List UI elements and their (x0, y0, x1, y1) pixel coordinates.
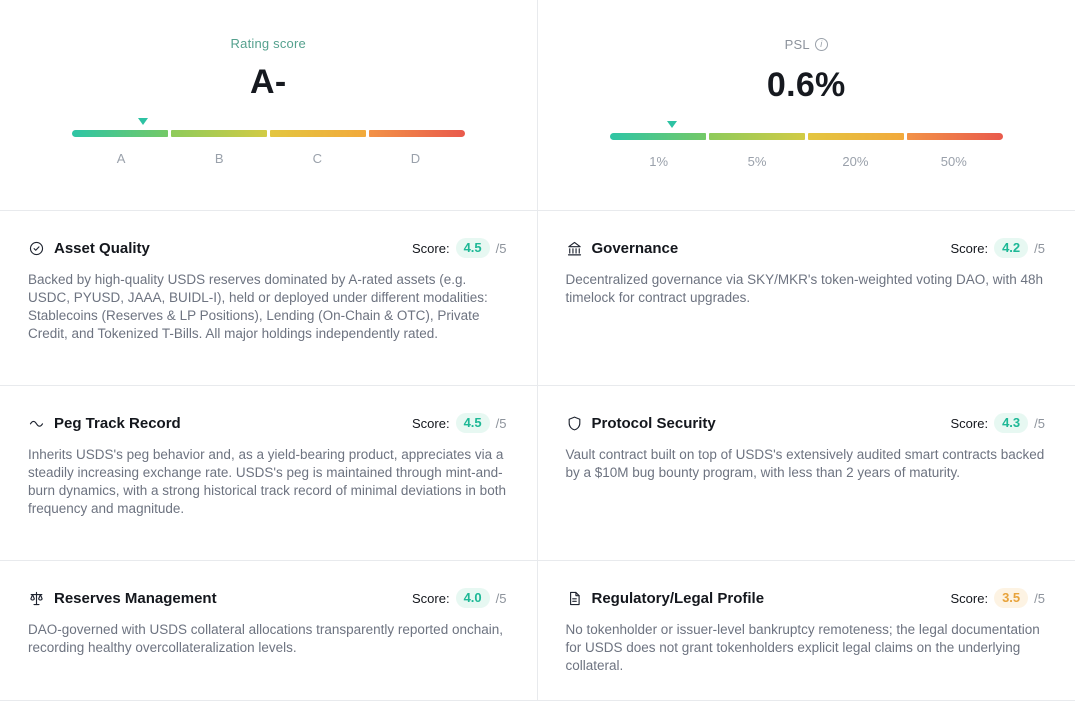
card-title-wrap: Peg Track Record (28, 415, 181, 432)
card-title: Reserves Management (54, 589, 217, 607)
card-peg-track-record: Peg Track Record Score: 4.5 /5 Inherits … (0, 385, 538, 560)
card-head: Governance Score: 4.2 /5 (566, 238, 1045, 258)
info-icon[interactable]: i (814, 38, 828, 51)
psl-gauge: PSL i 0.6% 1% 5% 20% 50% (538, 0, 1075, 210)
score-max: /5 (1034, 240, 1045, 256)
card-description: Inherits USDS's peg behavior and, as a y… (28, 447, 506, 516)
card-description: No tokenholder or issuer-level bankruptc… (565, 622, 1040, 673)
card-title: Asset Quality (54, 239, 150, 257)
score-max: /5 (1034, 415, 1045, 431)
card-title-wrap: Reserves Management (28, 590, 217, 607)
card-title: Peg Track Record (54, 414, 181, 432)
shield-icon (566, 415, 583, 432)
tick-label: C (312, 151, 322, 166)
score-row: Score: 4.2 /5 (950, 238, 1045, 258)
score-label: Score: (412, 240, 450, 256)
rating-gradient-bar (72, 130, 465, 137)
score-max: /5 (495, 415, 507, 431)
score-max: /5 (495, 590, 507, 606)
card-reserves-management: Reserves Management Score: 4.0 /5 DAO-go… (0, 560, 538, 700)
tick-label: A (116, 151, 126, 166)
score-label: Score: (950, 415, 989, 431)
gauges-section: Rating score A- A B C D P (0, 0, 1075, 210)
card-title-wrap: Regulatory/Legal Profile (566, 589, 765, 607)
score-row: Score: 4.5 /5 (412, 413, 507, 433)
tick-label: B (214, 151, 224, 166)
rating-gauge-bar-zone: A B C D (72, 118, 465, 166)
score-row: Score: 4.3 /5 (950, 413, 1045, 433)
gauge-segment (368, 130, 465, 137)
card-regulatory-legal-profile: Regulatory/Legal Profile Score: 3.5 /5 N… (537, 560, 1075, 700)
tick-label: 1% (649, 154, 669, 169)
score-value-badge: 4.5 (455, 413, 490, 433)
gauge-segment (170, 130, 267, 137)
score-max: /5 (1034, 590, 1045, 606)
card-title: Protocol Security (591, 414, 716, 432)
score-value-badge: 4.2 (994, 238, 1029, 258)
score-max: /5 (495, 240, 507, 256)
card-title: Governance (591, 239, 679, 257)
gauge-segment (906, 133, 1003, 140)
card-head: Asset Quality Score: 4.5 /5 (28, 238, 507, 258)
psl-label: PSL (784, 37, 810, 52)
gauge-segment (72, 130, 168, 137)
tick-label: 20% (842, 154, 869, 169)
scale-icon (28, 590, 45, 607)
criteria-cards: Asset Quality Score: 4.5 /5 Backed by hi… (0, 210, 1075, 701)
score-label: Score: (412, 590, 450, 606)
tick-label: 50% (940, 154, 967, 169)
card-description: DAO-governed with USDS collateral alloca… (28, 622, 503, 655)
rating-score-label: Rating score (230, 36, 306, 51)
score-label: Score: (950, 240, 989, 256)
score-label: Score: (412, 415, 450, 431)
card-head: Peg Track Record Score: 4.5 /5 (28, 413, 507, 433)
score-value-badge: 3.5 (994, 588, 1029, 608)
psl-gauge-ticks: 1% 5% 20% 50% (610, 154, 1004, 169)
peg-wave-icon (28, 415, 45, 432)
card-title-wrap: Asset Quality (28, 240, 150, 257)
asset-quality-icon (28, 240, 45, 257)
score-label: Score: (950, 590, 989, 606)
card-governance: Governance Score: 4.2 /5 Decentralized g… (537, 210, 1075, 385)
card-description: Decentralized governance via SKY/MKR's t… (565, 272, 1044, 305)
score-row: Score: 4.5 /5 (412, 238, 507, 258)
governance-icon (566, 240, 583, 257)
gauge-segment (609, 133, 706, 140)
rating-score-value: A- (250, 63, 287, 101)
gauge-marker-icon (137, 118, 148, 125)
score-row: Score: 3.5 /5 (950, 588, 1045, 608)
card-title: Regulatory/Legal Profile (591, 589, 765, 607)
gauge-segment (708, 133, 805, 140)
card-head: Regulatory/Legal Profile Score: 3.5 /5 (566, 588, 1045, 608)
psl-label-row: PSL i (785, 37, 828, 52)
card-description: Backed by high-quality USDS reserves dom… (28, 272, 488, 341)
card-head: Reserves Management Score: 4.0 /5 (28, 588, 507, 608)
card-head: Protocol Security Score: 4.3 /5 (566, 413, 1045, 433)
card-title-wrap: Governance (566, 239, 679, 257)
score-value-badge: 4.0 (455, 588, 490, 608)
score-value-badge: 4.5 (455, 238, 490, 258)
rating-gauge-ticks: A B C D (72, 151, 465, 166)
card-asset-quality: Asset Quality Score: 4.5 /5 Backed by hi… (0, 210, 538, 385)
tick-label: 5% (747, 154, 767, 169)
psl-gradient-bar (609, 133, 1003, 140)
gauge-marker-icon (667, 121, 678, 128)
score-value-badge: 4.3 (994, 413, 1029, 433)
tick-label: D (410, 151, 421, 166)
card-title-wrap: Protocol Security (566, 415, 716, 432)
card-protocol-security: Protocol Security Score: 4.3 /5 Vault co… (537, 385, 1075, 560)
gauge-segment (269, 130, 366, 137)
card-description: Vault contract built on top of USDS's ex… (565, 447, 1045, 480)
document-icon (566, 590, 583, 607)
rating-score-gauge: Rating score A- A B C D (0, 0, 538, 210)
psl-gauge-bar-zone: 1% 5% 20% 50% (609, 121, 1004, 169)
score-row: Score: 4.0 /5 (412, 588, 507, 608)
psl-value: 0.6% (766, 66, 846, 104)
gauge-segment (807, 133, 904, 140)
